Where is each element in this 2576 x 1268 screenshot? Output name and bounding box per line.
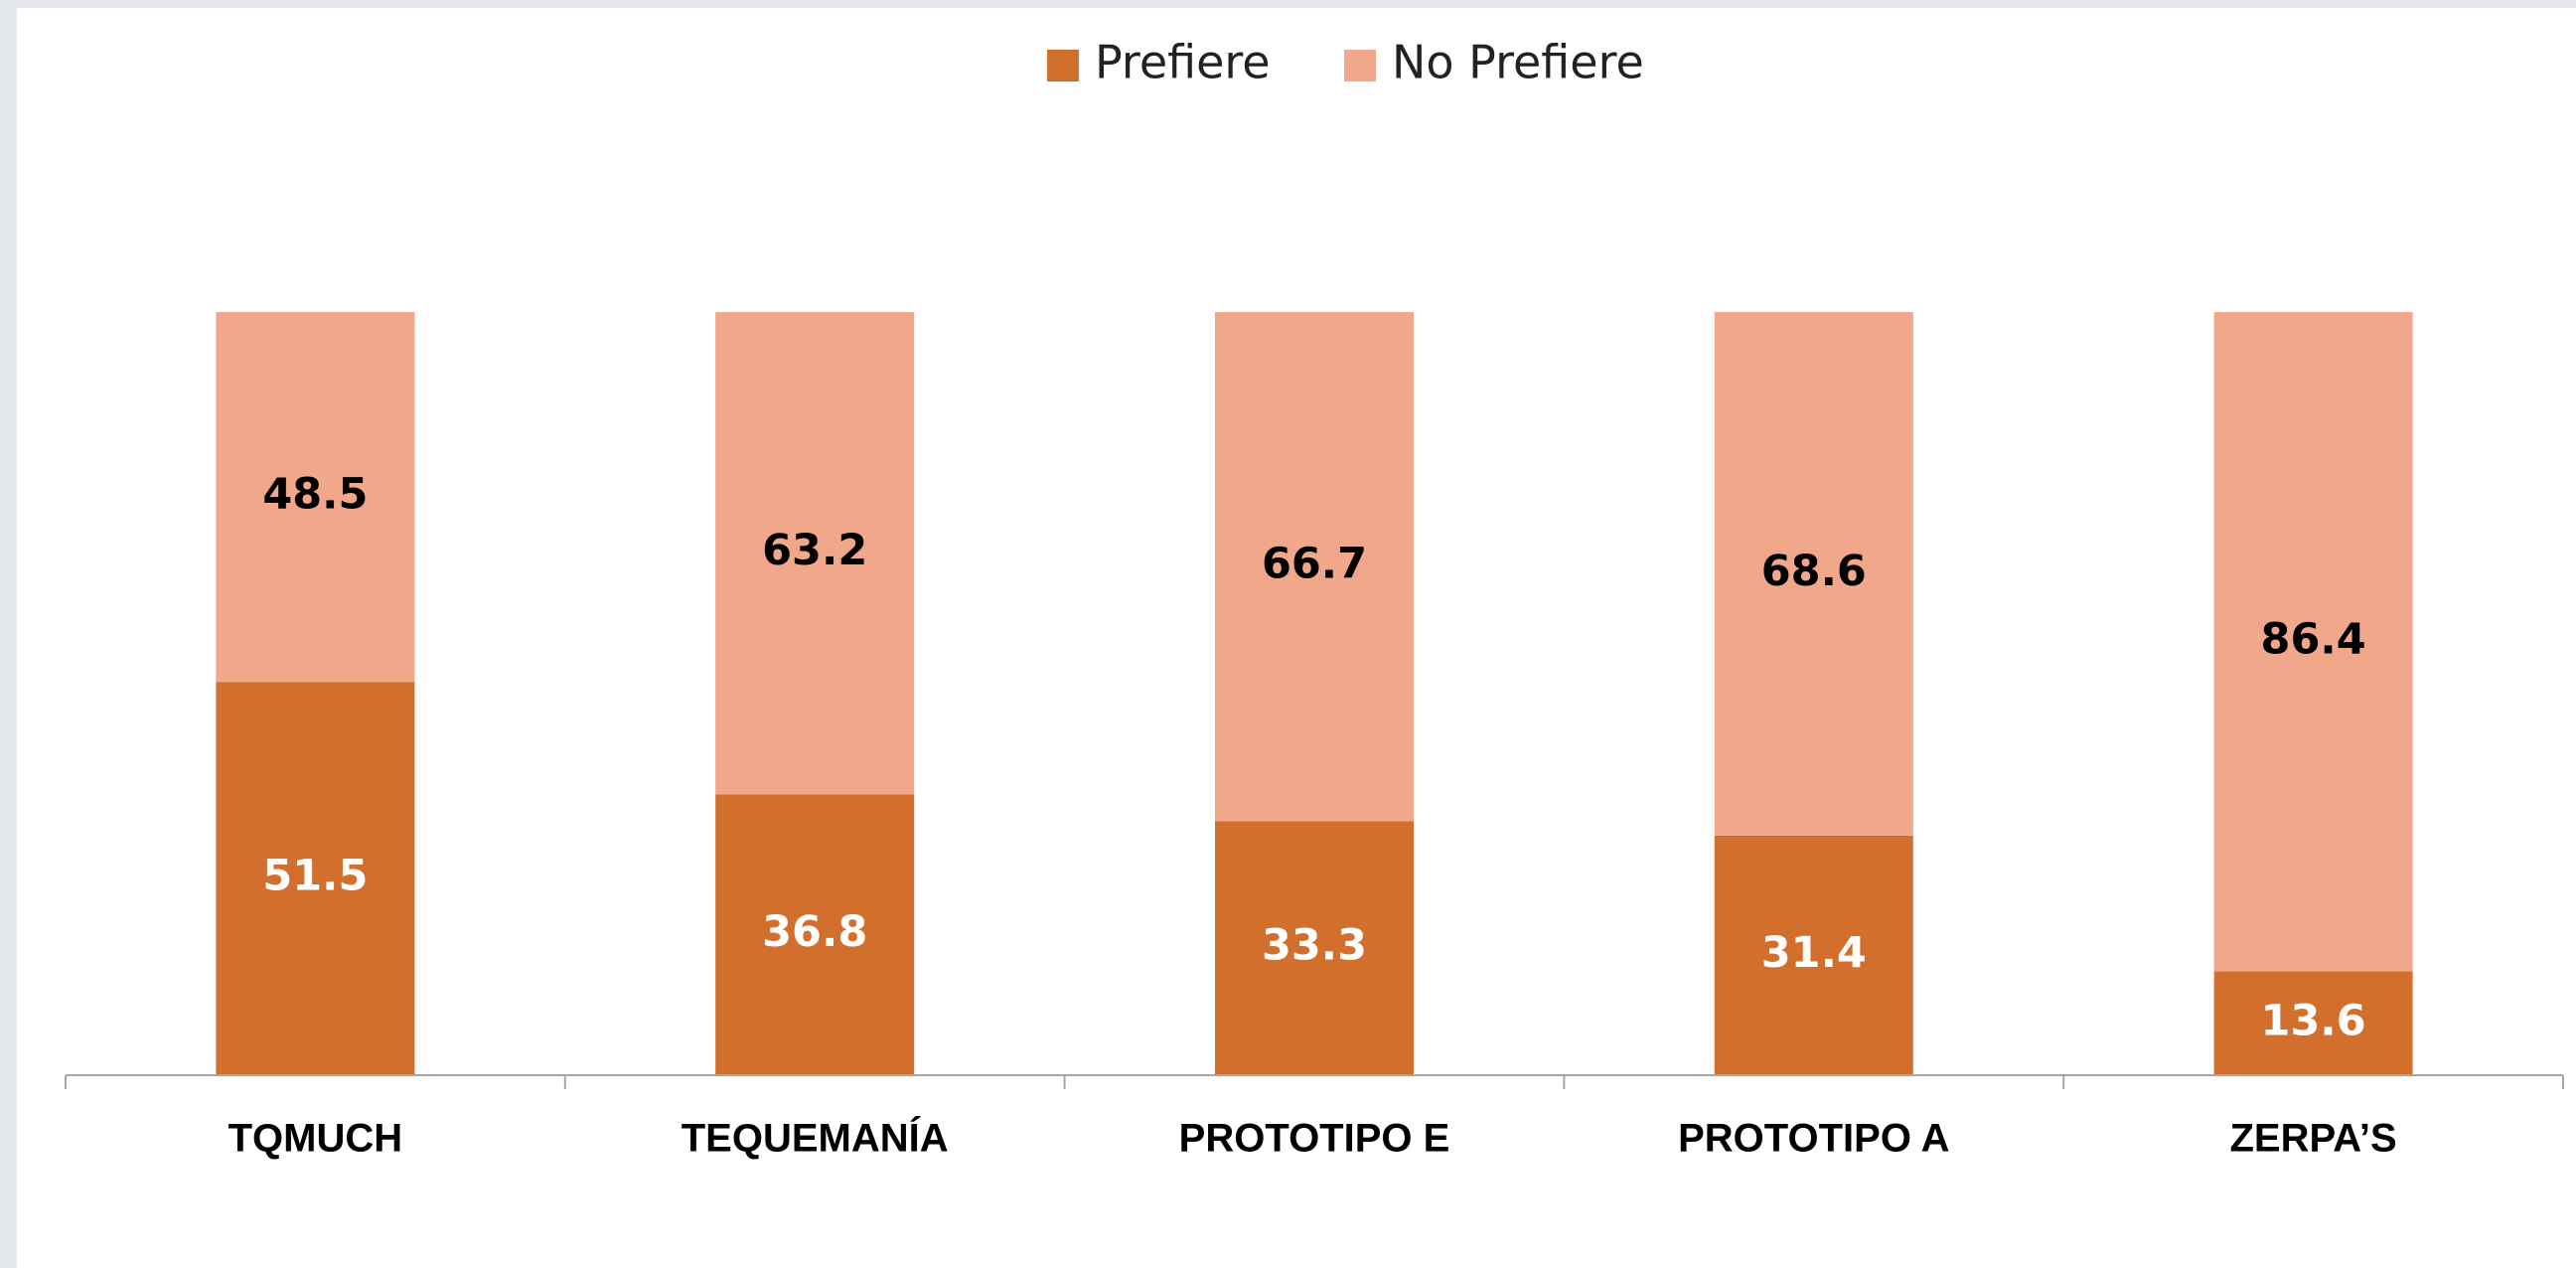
bar-segment (2213, 971, 2413, 1075)
legend-swatch (1047, 50, 1079, 81)
x-tick-label: TEQUEMANÍA (682, 1116, 949, 1161)
x-tick-label: ZERPA’S (2230, 1117, 2397, 1161)
legend-swatch (1344, 50, 1376, 81)
bar-segment (1714, 312, 1913, 836)
bar-segment (715, 794, 915, 1075)
data-label: 33.3 (1262, 921, 1367, 971)
data-label: 68.6 (1761, 547, 1867, 596)
bar-segment (1714, 835, 1913, 1075)
data-label: 31.4 (1761, 928, 1867, 978)
data-label: 86.4 (2261, 614, 2366, 664)
bar-segment (1215, 821, 1414, 1075)
data-label: 48.5 (262, 470, 368, 520)
legend-label: No Prefiere (1392, 36, 1644, 89)
x-tick-label: TQMUCH (228, 1117, 403, 1161)
bar-segment (216, 312, 415, 683)
data-label: 51.5 (262, 852, 368, 901)
data-label: 63.2 (762, 526, 867, 575)
data-label: 13.6 (2261, 996, 2366, 1045)
bar-segment (2213, 312, 2413, 972)
bar-segment (715, 312, 915, 795)
data-label: 36.8 (762, 907, 867, 957)
data-label: 66.7 (1262, 540, 1367, 589)
x-tick-label: PROTOTIPO E (1179, 1117, 1450, 1161)
x-tick-label: PROTOTIPO A (1678, 1117, 1949, 1161)
bar-segment (216, 682, 415, 1075)
bar-segment (1215, 312, 1414, 822)
legend-label: Prefiere (1095, 36, 1271, 89)
